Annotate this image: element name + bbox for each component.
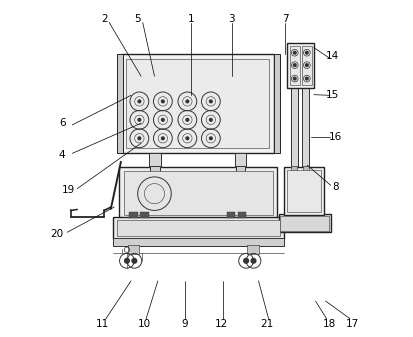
Circle shape: [251, 258, 256, 263]
Circle shape: [132, 258, 137, 263]
Bar: [303, 166, 309, 173]
Bar: [119, 167, 277, 219]
Text: 1: 1: [188, 14, 195, 24]
Text: 8: 8: [332, 182, 339, 192]
Bar: [287, 43, 314, 88]
Bar: [121, 54, 274, 153]
Circle shape: [161, 100, 164, 103]
Text: 12: 12: [215, 318, 228, 329]
Circle shape: [244, 258, 249, 263]
Bar: [247, 245, 259, 254]
Circle shape: [306, 64, 308, 66]
Bar: [116, 54, 123, 153]
Text: 15: 15: [326, 90, 339, 100]
Bar: [302, 81, 309, 167]
Circle shape: [209, 119, 212, 121]
Bar: [287, 170, 320, 212]
Text: 17: 17: [346, 318, 359, 329]
Bar: [302, 46, 312, 85]
Text: 16: 16: [329, 132, 342, 142]
Circle shape: [138, 119, 141, 121]
Bar: [112, 217, 284, 239]
Circle shape: [293, 64, 296, 66]
Text: 14: 14: [326, 51, 339, 61]
Text: 18: 18: [323, 318, 336, 329]
Bar: [291, 81, 298, 167]
Bar: [227, 212, 235, 218]
Bar: [124, 171, 273, 215]
Bar: [279, 214, 331, 232]
Bar: [292, 166, 297, 173]
Bar: [140, 212, 149, 218]
Circle shape: [306, 51, 308, 54]
Text: 5: 5: [134, 14, 141, 24]
Bar: [126, 59, 268, 148]
Text: 19: 19: [62, 185, 76, 195]
Circle shape: [161, 119, 164, 121]
Bar: [150, 166, 160, 206]
Circle shape: [293, 51, 296, 54]
Circle shape: [186, 137, 189, 140]
Bar: [128, 245, 139, 254]
Text: 11: 11: [96, 318, 109, 329]
Circle shape: [125, 258, 129, 263]
Bar: [129, 212, 138, 218]
Circle shape: [209, 137, 212, 140]
Bar: [274, 54, 280, 153]
Circle shape: [138, 100, 141, 103]
Circle shape: [161, 137, 164, 140]
Text: 7: 7: [282, 14, 289, 24]
Bar: [116, 220, 280, 236]
Text: 9: 9: [181, 318, 188, 329]
Bar: [290, 46, 300, 85]
Bar: [112, 238, 284, 246]
Bar: [236, 166, 245, 206]
Bar: [238, 212, 247, 218]
Circle shape: [306, 77, 308, 80]
Bar: [280, 216, 329, 231]
Circle shape: [209, 100, 212, 103]
Text: 6: 6: [59, 118, 66, 128]
Bar: [235, 153, 246, 167]
Circle shape: [138, 137, 141, 140]
Text: 21: 21: [260, 318, 273, 329]
Text: 3: 3: [228, 14, 235, 24]
Bar: [284, 167, 324, 215]
Text: 20: 20: [50, 229, 64, 239]
Bar: [150, 153, 161, 167]
Circle shape: [186, 119, 189, 121]
Circle shape: [186, 100, 189, 103]
Text: 2: 2: [101, 14, 107, 24]
Text: 10: 10: [138, 318, 151, 329]
Circle shape: [293, 77, 296, 80]
Text: 4: 4: [59, 150, 66, 160]
